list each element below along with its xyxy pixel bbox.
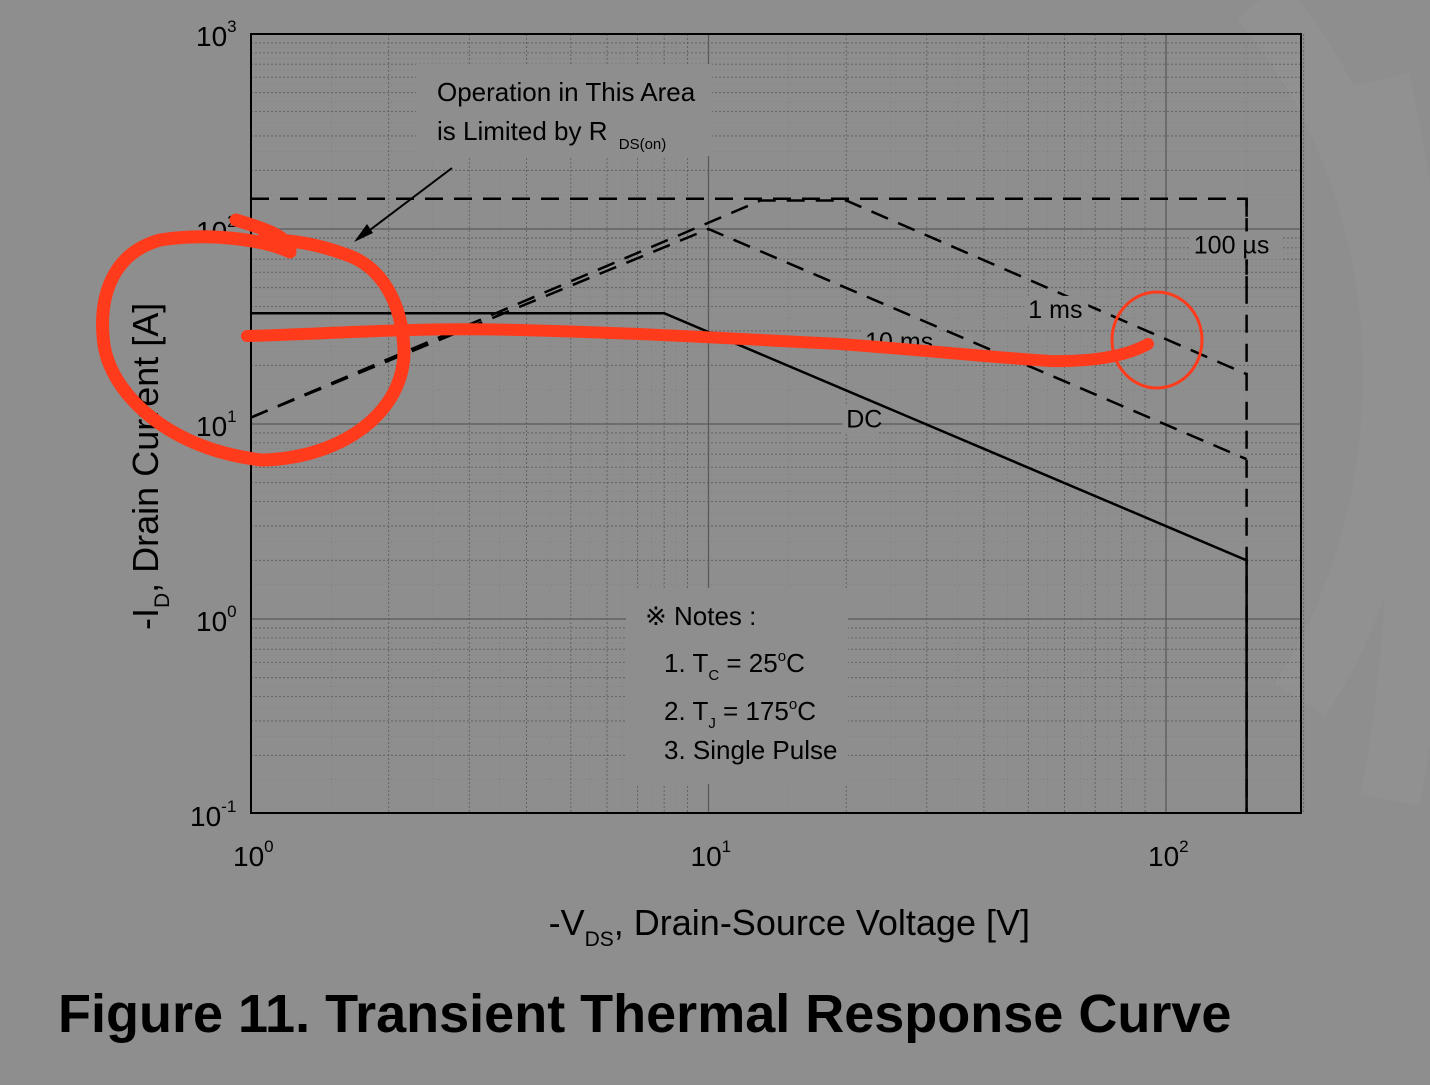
x-tick-label: 101 — [691, 837, 732, 872]
y-tick-label: 10-1 — [190, 797, 236, 832]
curve-label: DC — [846, 405, 882, 433]
series-line-1-ms — [250, 199, 1248, 419]
limit-annotation-line2: is Limited by R DS(on) — [437, 116, 666, 153]
markup-circle — [1110, 290, 1204, 390]
series-line-dc — [251, 311, 1248, 814]
curve-label-bg — [1189, 231, 1282, 260]
x-axis-title: -VDS, Drain-Source Voltage [V] — [549, 902, 1030, 951]
note-1: 1. TC = 25oC — [664, 648, 805, 684]
note-3: 3. Single Pulse — [664, 735, 837, 765]
series-line-100-s — [251, 197, 1248, 288]
notes-box-bg — [626, 588, 848, 784]
red-markup — [96, 213, 1204, 467]
curve-label: 100 µs — [1194, 231, 1270, 259]
markup-horizontal-stroke — [241, 323, 1154, 368]
limit-annotation-box — [416, 64, 712, 156]
notes-header: ※ Notes : — [645, 601, 756, 631]
limit-annotation-arrow — [361, 167, 453, 237]
x-tick-label: 102 — [1148, 837, 1189, 872]
y-axis-title: -ID, Drain Current [A] — [125, 303, 174, 630]
limit-annotation-arrowhead — [354, 224, 373, 242]
curve-label-bg — [842, 405, 879, 434]
curve-label-bg — [1024, 295, 1089, 324]
plot-frame — [250, 33, 1302, 814]
notes-box: ※ Notes : 1. TC = 25oC 2. TJ = 175oC 3. … — [626, 588, 848, 784]
series-line-10-ms — [250, 227, 1248, 461]
figure-caption: Figure 11. Transient Thermal Response Cu… — [58, 984, 1231, 1044]
x-tick-label: 100 — [233, 837, 274, 872]
limit-annotation: Operation in This Area is Limited by R D… — [354, 64, 712, 242]
background-decoration — [1237, 0, 1430, 806]
markup-loop — [96, 213, 411, 467]
y-tick-label: 101 — [196, 407, 237, 442]
curve-label: 1 ms — [1028, 296, 1082, 324]
y-tick-label: 100 — [196, 602, 237, 637]
y-tick-label: 103 — [196, 17, 237, 52]
note-2: 2. TJ = 175oC — [664, 696, 816, 732]
limit-annotation-line1: Operation in This Area — [437, 77, 696, 107]
